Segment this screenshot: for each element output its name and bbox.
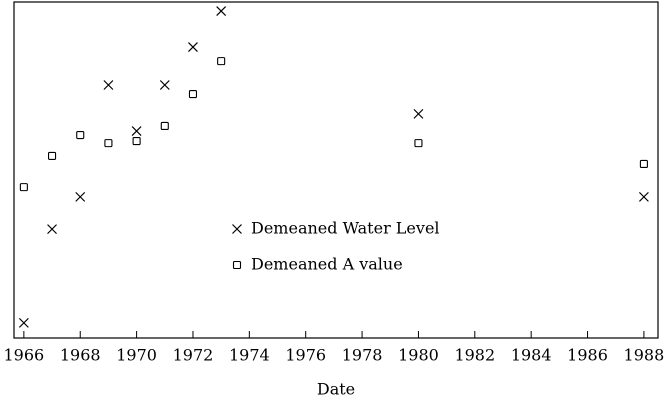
square-marker [104, 139, 113, 148]
x-marker [103, 80, 114, 90]
x-tick-label: 1982 [454, 346, 495, 365]
square-marker [217, 57, 226, 66]
square-marker [132, 137, 141, 146]
x-tick-label: 1966 [4, 346, 45, 365]
x-marker [131, 126, 142, 136]
square-marker [639, 159, 648, 169]
x-tick-label: 1970 [116, 346, 157, 365]
x-marker [638, 191, 649, 202]
x-marker [188, 42, 198, 52]
x-tick-label: 1976 [285, 346, 326, 365]
x-marker [159, 80, 170, 90]
x-tick-label: 1984 [511, 346, 552, 365]
x-tick-label: 1980 [398, 346, 439, 365]
x-tick-label: 1986 [567, 346, 608, 365]
x-tick-label: 1978 [342, 346, 383, 365]
x-marker [75, 191, 86, 202]
square-marker [160, 121, 169, 131]
square-marker [76, 131, 85, 140]
x-tick-label: 1968 [60, 346, 101, 365]
legend-label: Demeaned Water Level [251, 219, 440, 238]
x-marker [232, 224, 242, 234]
x-tick-label: 1974 [229, 346, 270, 365]
plot-frame [13, 1, 659, 339]
square-marker [47, 151, 57, 160]
x-marker [216, 6, 227, 16]
x-tick-label: 1972 [173, 346, 214, 365]
x-marker [18, 317, 29, 328]
square-marker [414, 139, 423, 148]
x-axis-label: Date [317, 380, 355, 399]
x-marker [413, 108, 424, 119]
x-marker [47, 224, 57, 235]
x-tick-label: 1988 [624, 346, 665, 365]
legend-label: Demeaned A value [251, 255, 403, 274]
square-marker [188, 90, 198, 99]
square-marker [232, 260, 242, 270]
square-marker [19, 183, 28, 192]
